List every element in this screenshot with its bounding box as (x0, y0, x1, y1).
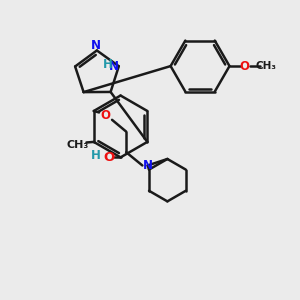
Text: N: N (109, 60, 118, 73)
Text: O: O (240, 60, 250, 73)
Text: H: H (91, 149, 101, 162)
Text: CH₃: CH₃ (256, 61, 277, 71)
Text: N: N (90, 39, 100, 52)
Text: CH₃: CH₃ (67, 140, 89, 150)
Text: O: O (103, 151, 114, 164)
Text: N: N (143, 159, 153, 172)
Text: O: O (100, 109, 111, 122)
Text: H: H (103, 58, 112, 71)
